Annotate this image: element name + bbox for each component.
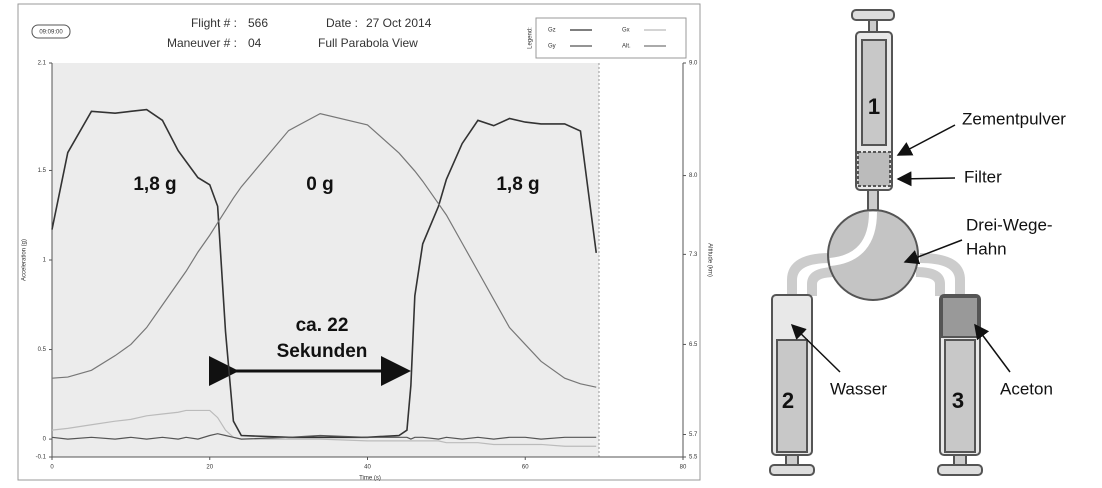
y2-tick-label: 5.5 <box>689 455 698 461</box>
y-tick-label: 0.5 <box>38 347 47 353</box>
plunger-2 <box>776 339 808 453</box>
rod <box>785 454 799 466</box>
syringe-number: 1 <box>868 94 880 119</box>
y2-tick-label: 7.3 <box>689 252 698 258</box>
maneuver-label: Maneuver # : <box>167 36 237 50</box>
label: Zementpulver <box>962 109 1066 128</box>
pointer <box>896 171 956 187</box>
legend-label: Gx <box>622 28 630 34</box>
pointers <box>790 124 1011 373</box>
pipe-right <box>915 253 965 296</box>
view: Full Parabola View <box>318 36 418 50</box>
x-tick-label: 80 <box>680 465 687 471</box>
date: 27 Oct 2014 <box>366 16 432 30</box>
y2-tick-label: 9.0 <box>689 61 698 67</box>
y-tick-label: 0 <box>43 437 47 443</box>
flight: 566 <box>248 16 268 30</box>
knob <box>769 464 815 476</box>
y-tick-label: 1 <box>43 258 47 264</box>
legend-box <box>535 17 687 59</box>
pointer <box>790 323 841 373</box>
flight-label: Flight # : <box>191 16 237 30</box>
y-tick-label: 2.1 <box>38 61 47 67</box>
annotation: ca. 22 <box>296 315 349 336</box>
label: Aceton <box>1000 379 1053 398</box>
series-line <box>51 108 598 439</box>
plunger-1 <box>861 39 887 146</box>
x-axis-label: Time (s) <box>359 476 381 482</box>
rod <box>953 454 967 466</box>
y2-tick-label: 6.5 <box>689 342 698 348</box>
knob <box>851 9 895 21</box>
y-tick-label: -0.1 <box>36 455 47 461</box>
label: Hahn <box>966 239 1007 258</box>
y-tick-label: 1.5 <box>38 168 47 174</box>
maneuver: 04 <box>248 36 262 50</box>
filter <box>857 151 891 187</box>
legend-label: Alt. <box>622 44 631 50</box>
syringe-number: 2 <box>782 388 794 413</box>
syringe-number: 3 <box>952 388 964 413</box>
date-label: Date : <box>326 16 358 30</box>
legend-label: Gz <box>548 28 556 34</box>
x-tick-label: 60 <box>522 465 529 471</box>
diagram <box>769 9 983 476</box>
legend-label: Legend: <box>528 27 534 49</box>
legend-label: Gy <box>548 44 556 50</box>
annotation: 1,8 g <box>496 174 539 195</box>
pointer <box>903 239 963 265</box>
label: Filter <box>964 167 1002 186</box>
x-tick-label: 0 <box>50 465 54 471</box>
knob <box>937 464 983 476</box>
y2-axis-label: Altitude (km) <box>706 243 712 277</box>
time-box <box>31 24 71 39</box>
plot-area <box>52 63 599 457</box>
series-line <box>51 433 597 440</box>
y-axis-label: Acceleration (g) <box>22 239 28 281</box>
pointer <box>896 124 956 156</box>
pointer <box>974 323 1011 373</box>
series-line <box>51 409 597 447</box>
annotation: 0 g <box>306 174 333 195</box>
label: Drei-Wege- <box>966 215 1053 234</box>
valve-channel <box>829 211 877 266</box>
acetone-fill <box>941 296 979 338</box>
y2-tick-label: 8.0 <box>689 173 698 179</box>
y2-tick-label: 5.7 <box>689 432 698 438</box>
time: 09:09:00 <box>39 30 63 36</box>
annotation: Sekunden <box>277 341 368 362</box>
x-tick-label: 20 <box>206 465 213 471</box>
annotation: 1,8 g <box>133 174 176 195</box>
x-tick-label: 40 <box>364 465 371 471</box>
series-line <box>51 113 597 388</box>
label: Wasser <box>830 379 887 398</box>
plunger-3 <box>944 339 976 453</box>
